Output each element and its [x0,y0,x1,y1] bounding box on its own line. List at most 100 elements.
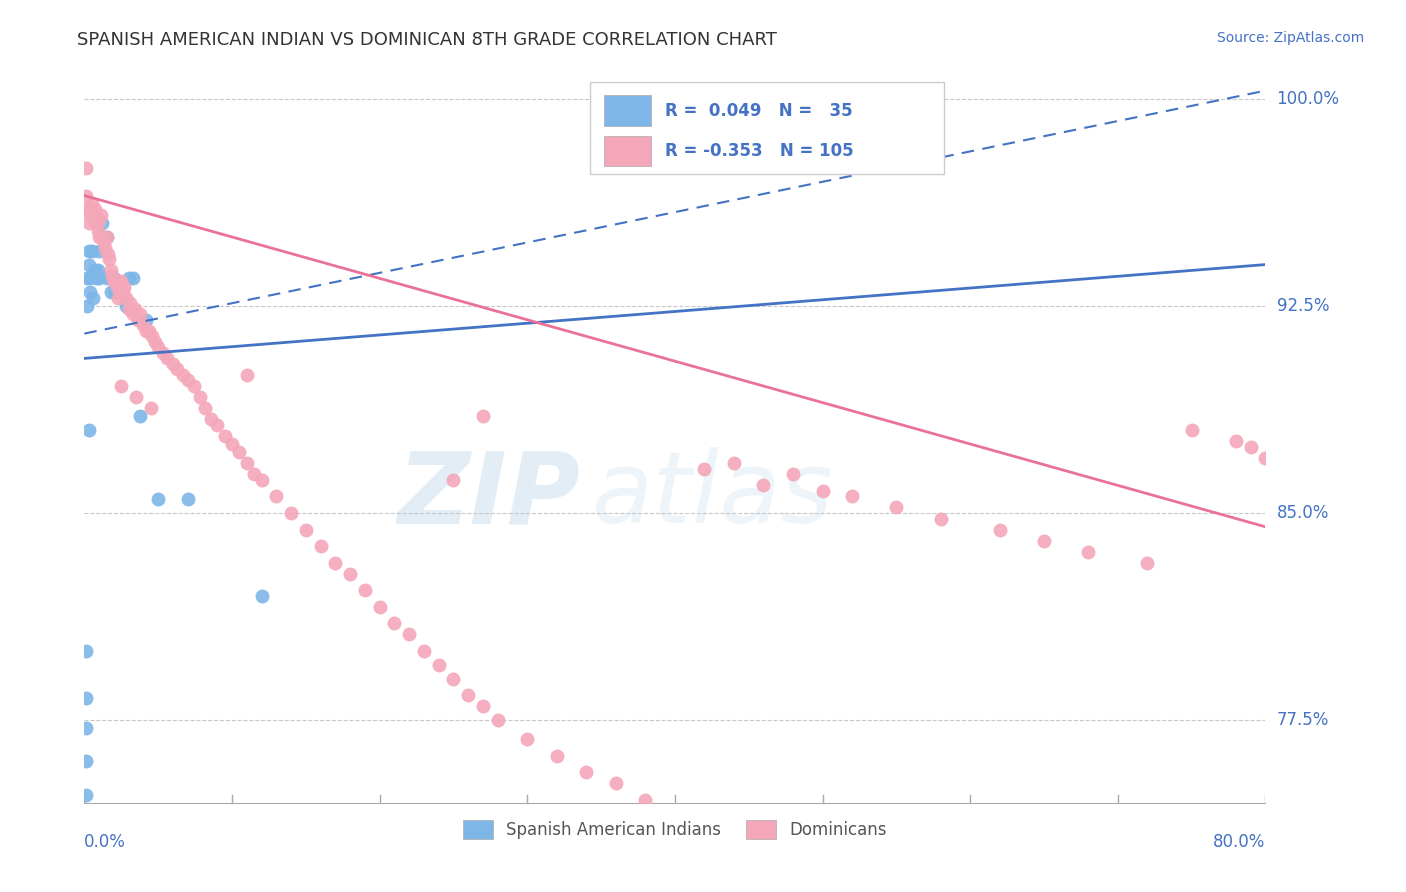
Point [250,473,273,487]
Point [141,329,163,343]
Point [752,478,775,492]
Point [664,804,686,818]
Point [309,539,332,553]
Point [84,271,107,285]
Point [398,627,420,641]
Point [96,230,118,244]
Point [156,351,179,366]
Point [413,644,436,658]
Point [250,589,273,603]
Point [122,271,145,285]
Point [200,412,222,426]
Point [77,423,100,437]
Text: 77.5%: 77.5% [1277,711,1329,729]
Point [97,246,120,260]
Point [77,258,100,272]
Point [107,291,129,305]
Point [75,644,97,658]
Point [723,456,745,470]
Point [214,428,236,442]
Legend: Spanish American Indians, Dominicans: Spanish American Indians, Dominicans [456,814,894,846]
Point [91,216,114,230]
Point [100,263,122,277]
Point [143,334,166,349]
Point [105,279,128,293]
Point [112,279,135,293]
Point [75,755,97,769]
Point [114,291,136,305]
Point [129,307,152,321]
Point [125,390,148,404]
Point [172,368,194,382]
Point [1270,462,1292,476]
Point [84,216,107,230]
Point [228,445,250,459]
Point [77,202,100,217]
Point [266,490,288,504]
Text: R = -0.353   N = 105: R = -0.353 N = 105 [665,142,853,160]
Text: Source: ZipAtlas.com: Source: ZipAtlas.com [1216,31,1364,45]
Point [177,492,200,507]
Point [183,379,205,393]
Point [443,473,465,487]
Point [516,732,538,747]
Text: ZIP: ZIP [398,447,581,544]
Point [605,776,627,790]
Point [96,230,118,244]
FancyBboxPatch shape [591,82,945,174]
Point [634,793,657,807]
Point [811,483,834,498]
Point [111,285,134,300]
Point [77,244,100,258]
Point [1181,423,1204,437]
Point [295,523,318,537]
Point [280,506,302,520]
Point [354,583,377,598]
Point [236,456,259,470]
Point [129,409,152,424]
Point [472,699,495,714]
Point [79,208,101,222]
Point [166,362,188,376]
Point [1254,450,1277,465]
Point [162,357,184,371]
Point [76,299,98,313]
Point [929,511,952,525]
Point [177,374,200,388]
Point [207,417,229,432]
Text: 0.0%: 0.0% [84,833,127,851]
Point [75,721,97,735]
Point [368,599,391,614]
Point [135,324,157,338]
Point [79,271,101,285]
Point [110,285,132,300]
Point [325,556,347,570]
Point [575,765,598,780]
Point [382,616,406,631]
Point [1240,440,1263,454]
Point [127,312,149,326]
Point [236,368,259,382]
Point [101,268,124,283]
Point [1077,544,1099,558]
Point [86,263,108,277]
Point [120,296,142,310]
Point [118,271,141,285]
Point [82,291,104,305]
Point [75,788,97,802]
Point [75,188,97,202]
Point [103,271,125,285]
Bar [605,136,651,167]
Point [886,500,908,515]
Point [693,462,716,476]
Point [443,672,465,686]
Point [96,271,118,285]
Point [339,566,361,581]
Point [110,274,132,288]
Point [79,285,101,300]
Point [90,208,112,222]
Point [243,467,266,482]
Point [135,312,157,326]
Text: 80.0%: 80.0% [1213,833,1265,851]
Point [83,202,105,217]
